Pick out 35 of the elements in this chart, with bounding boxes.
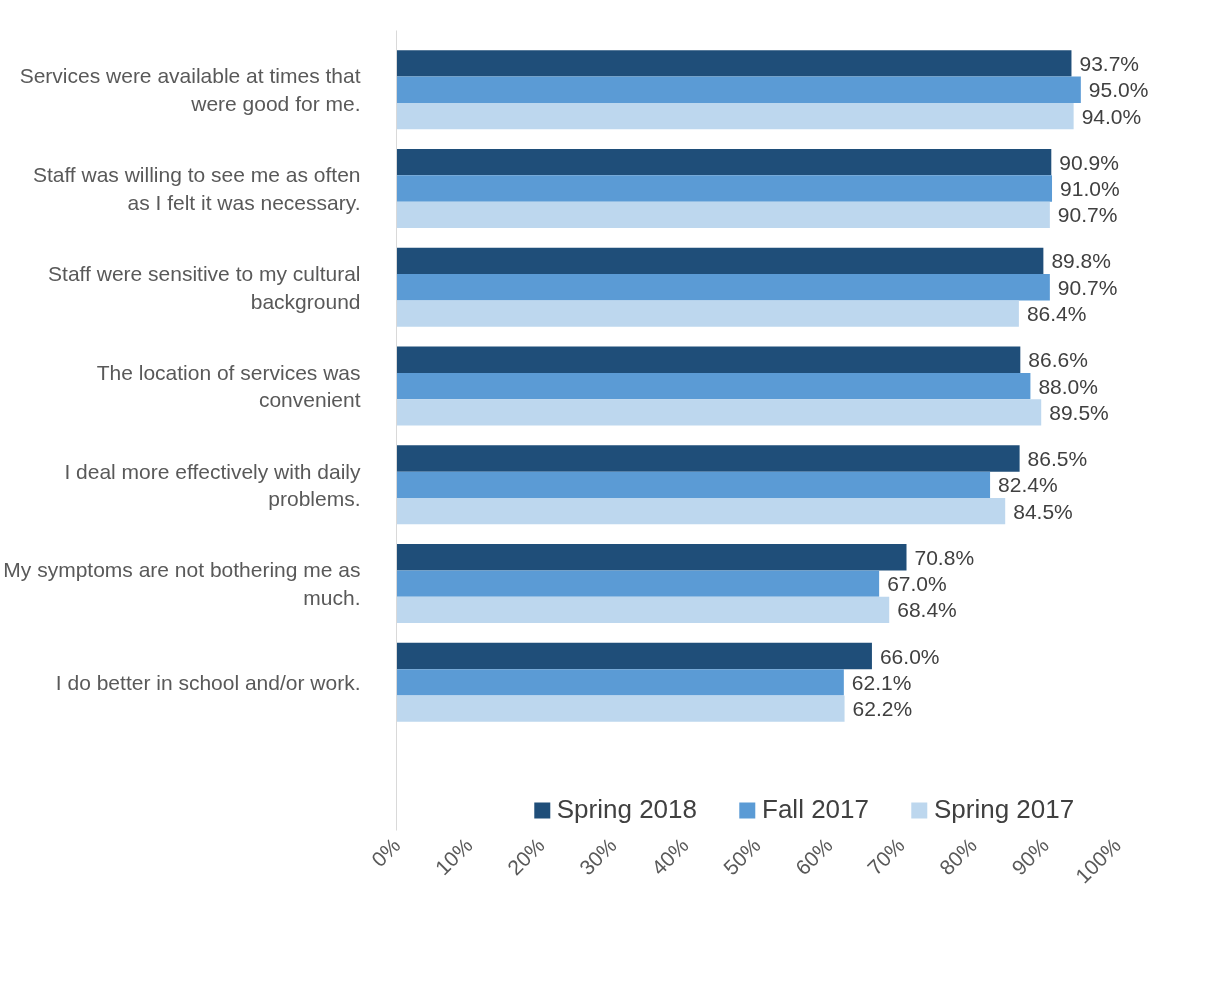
- data-label: 89.5%: [1049, 400, 1109, 424]
- data-label: 70.8%: [914, 545, 975, 569]
- data-label: 90.7%: [1057, 203, 1118, 227]
- data-label: 86.4%: [1026, 302, 1087, 326]
- data-label: 86.5%: [1027, 446, 1088, 470]
- x-tick-label: 40%: [646, 833, 693, 880]
- data-label: 93.7%: [1079, 51, 1140, 75]
- y-tick-label: My symptoms are not bothering me as much.: [3, 558, 361, 609]
- data-label: 68.4%: [897, 598, 957, 622]
- legend-label: Spring 2017: [933, 794, 1075, 825]
- y-tick-label: Staff was willing to see me as often as I felt it was necessary.: [32, 163, 361, 214]
- data-label: 66.0%: [879, 644, 940, 668]
- data-label: 89.8%: [1051, 249, 1111, 273]
- y-tick-label: I do better in school and/or work.: [55, 670, 361, 694]
- data-label: 82.4%: [998, 473, 1058, 497]
- x-tick-label: 60%: [790, 833, 837, 880]
- data-label: 67.0%: [887, 572, 947, 596]
- data-label: 94.0%: [1081, 104, 1142, 128]
- data-label: 62.2%: [852, 697, 913, 721]
- y-tick-label: Staff were sensitive to my cultural background: [48, 261, 361, 313]
- legend-label: Fall 2017: [762, 794, 869, 825]
- y-tick-label: Services were available at times that were good for me.: [19, 64, 361, 116]
- y-tick-label: I deal more effectively with daily problems.: [64, 459, 361, 511]
- data-label: 62.1%: [851, 670, 912, 694]
- x-tick-label: 0%: [366, 833, 405, 872]
- x-tick-label: 70%: [862, 833, 909, 880]
- y-tick-label: The location of services was convenient: [96, 360, 361, 412]
- legend-label: Spring 2018: [556, 794, 698, 825]
- data-label: 91.0%: [1060, 177, 1120, 201]
- data-label: 95.0%: [1088, 78, 1149, 102]
- data-label: 84.5%: [1013, 499, 1073, 523]
- data-label: 88.0%: [1038, 374, 1098, 398]
- data-label: 90.9%: [1059, 150, 1119, 174]
- data-label: 86.6%: [1028, 348, 1088, 372]
- data-label: 90.7%: [1057, 275, 1118, 299]
